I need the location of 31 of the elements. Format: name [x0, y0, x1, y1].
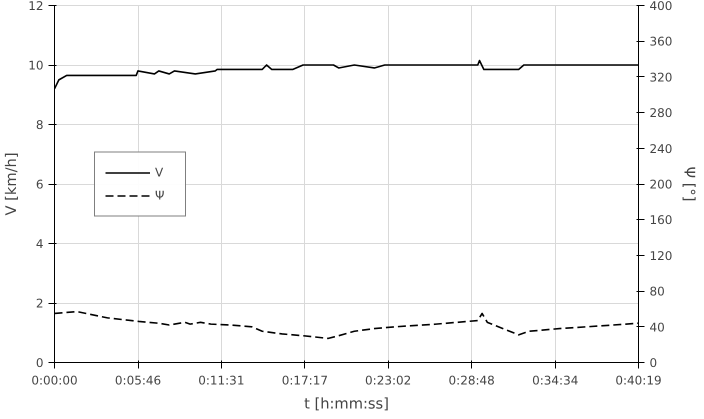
x-tick-label: 0:05:46	[114, 374, 162, 388]
x-tick-label: 0:00:00	[31, 374, 78, 388]
y2-tick-label: 200	[650, 178, 672, 192]
y-tick-label: 12	[28, 0, 44, 13]
y-axis-title: V [km/h]	[3, 152, 20, 216]
y2-tick-label: 160	[650, 213, 672, 228]
y2-tick-label: 360	[650, 34, 672, 49]
y-tick-label: 6	[36, 178, 44, 192]
y2-tick-label: 400	[650, 0, 672, 13]
x-tick-label: 0:28:48	[448, 374, 495, 388]
y2-tick-label: 280	[650, 106, 672, 120]
y-tick-label: 4	[36, 237, 44, 251]
x-tick-label: 0:11:31	[198, 374, 244, 388]
x-tick-label: 0:34:34	[532, 374, 578, 388]
y-tick-label: 10	[28, 58, 44, 72]
x-tick-label: 0:40:19	[615, 374, 662, 388]
y2-tick-label: 120	[650, 248, 672, 263]
y2-tick-label: 40	[650, 320, 665, 334]
x-tick-label: 0:17:17	[282, 374, 328, 388]
x-axis-title: t [h:mm:ss]	[304, 396, 389, 412]
y2-tick-label: 320	[650, 70, 672, 84]
y2-tick-label: 80	[650, 284, 665, 299]
legend-label: V	[155, 165, 164, 179]
y2-axis-title: Ψ [°]	[680, 166, 698, 202]
legend-label: Ψ	[155, 188, 166, 202]
y2-tick-label: 240	[650, 142, 672, 156]
y-tick-label: 2	[36, 296, 44, 310]
y-tick-label: 0	[36, 356, 44, 370]
y-tick-label: 8	[36, 118, 44, 132]
y2-tick-label: 0	[650, 356, 658, 370]
x-tick-label: 0:23:02	[365, 374, 412, 388]
